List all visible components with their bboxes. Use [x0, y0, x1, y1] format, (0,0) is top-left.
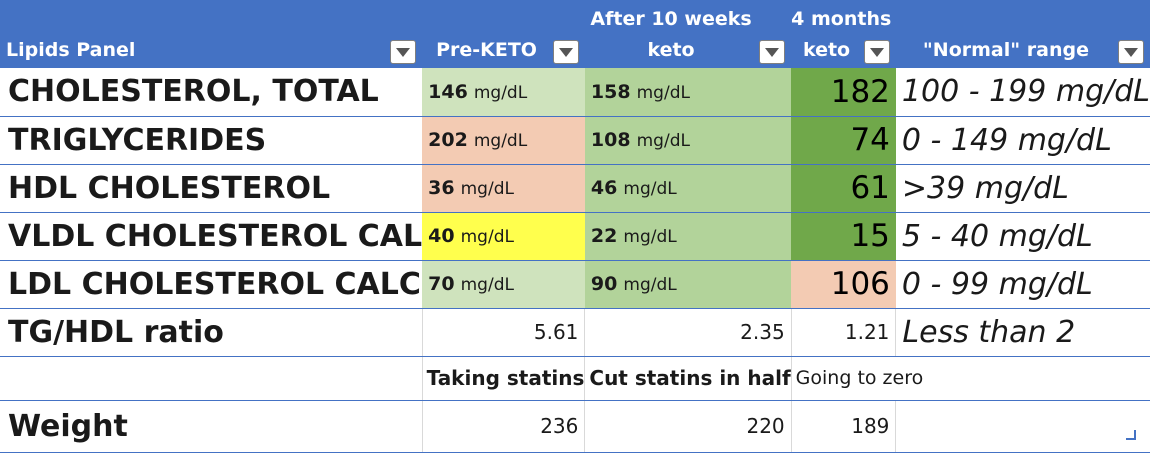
cell-after-10-weeks[interactable]: 108 mg/dL [584, 116, 792, 165]
header-label: "Normal" range [922, 39, 1089, 61]
cell-pre-keto[interactable]: 146 mg/dL [422, 68, 585, 117]
value: 202 [428, 129, 468, 151]
value: 22 [590, 225, 618, 247]
unit: mg/dL [473, 131, 528, 151]
chevron-down-icon [765, 48, 780, 57]
cell-normal-range[interactable] [895, 400, 1150, 453]
cell-4-months[interactable]: 61 [791, 164, 896, 213]
cell-normal-range[interactable]: 0 - 99 mg/dL [895, 260, 1150, 309]
row-name[interactable]: CHOLESTEROL, TOTAL [0, 68, 423, 117]
header-label-line1: 4 months [791, 8, 892, 30]
row-name[interactable]: VLDL CHOLESTEROL CAL [0, 212, 423, 261]
chevron-down-icon [558, 48, 573, 57]
unit: mg/dL [473, 82, 528, 103]
cell-after-10-weeks[interactable]: 22 mg/dL [584, 212, 792, 261]
header-label: Lipids Panel [6, 39, 136, 61]
filter-dropdown-button[interactable] [390, 40, 417, 64]
header-row: Lipids Panel Pre-KETO After 10 weeks keto… [0, 0, 1150, 68]
header-4-months: 4 months keto [791, 0, 896, 68]
header-label-line2: keto [802, 39, 851, 61]
value: 46 [590, 177, 618, 199]
cell-4-months[interactable]: 74 [791, 116, 896, 165]
value: 90 [590, 273, 618, 295]
cell-after-10-weeks[interactable]: 220 [584, 400, 792, 453]
cell-pre-keto[interactable]: 70 mg/dL [422, 260, 585, 309]
header-pre-keto: Pre-KETO [422, 0, 585, 68]
header-label-line2: keto [647, 39, 695, 61]
unit: mg/dL [460, 227, 514, 247]
chevron-down-icon [1124, 48, 1138, 57]
value: 40 [428, 225, 455, 247]
cell-pre-keto[interactable]: 36 mg/dL [422, 164, 585, 213]
cell-4-months[interactable]: 182 [791, 68, 896, 117]
header-after-10-weeks: After 10 weeks keto [584, 0, 792, 68]
cell-pre-keto[interactable]: 40 mg/dL [422, 212, 585, 261]
cell-after-10-weeks-note[interactable]: Cut statins in half [584, 356, 792, 401]
cell-after-10-weeks[interactable]: 46 mg/dL [584, 164, 792, 213]
cell-4-months[interactable]: 1.21 [791, 308, 897, 357]
value: 108 [590, 129, 631, 151]
unit: mg/dL [623, 179, 677, 199]
cell-4-months[interactable]: 106 [791, 260, 896, 309]
chevron-down-icon [869, 48, 884, 57]
cell-empty[interactable] [0, 356, 423, 401]
row-name[interactable]: LDL CHOLESTEROL CALC [0, 260, 423, 309]
table-row-weight[interactable]: Weight 236 220 189 [0, 400, 1150, 453]
unit: mg/dL [460, 179, 514, 199]
cell-4-months-note[interactable]: Going to zero [791, 356, 1150, 401]
row-name[interactable]: Weight [0, 400, 423, 453]
cell-normal-range[interactable]: Less than 2 [895, 308, 1150, 357]
header-label-line1: After 10 weeks [590, 8, 752, 30]
value: 158 [590, 80, 631, 103]
value: 36 [428, 177, 455, 199]
table-row-ratio[interactable]: TG/HDL ratio 5.61 2.35 1.21 Less than 2 [0, 308, 1150, 357]
header-normal-range: "Normal" range [895, 0, 1150, 68]
table-resize-handle[interactable] [1126, 430, 1136, 440]
filter-dropdown-button[interactable] [552, 40, 579, 64]
cell-pre-keto[interactable]: 202 mg/dL [422, 116, 585, 165]
row-name[interactable]: TRIGLYCERIDES [0, 116, 423, 165]
unit: mg/dL [636, 82, 690, 103]
cell-normal-range[interactable]: 0 - 149 mg/dL [895, 116, 1150, 165]
value: 70 [428, 273, 455, 295]
cell-pre-keto[interactable]: 236 [422, 400, 586, 453]
cell-pre-keto-note[interactable]: Taking statins [422, 356, 586, 401]
table-row[interactable]: TRIGLYCERIDES 202 mg/dL 108 mg/dL 74 0 - 149… [0, 116, 1150, 165]
table-row[interactable]: HDL CHOLESTEROL 36 mg/dL 46 mg/dL 61 >39 mg/… [0, 164, 1150, 213]
lab-rows: CHOLESTEROL, TOTAL 146 mg/dL 158 mg/dL 182 1… [0, 68, 1150, 309]
header-lipids-panel: Lipids Panel [0, 0, 423, 68]
header-label: Pre-KETO [436, 39, 537, 61]
cell-pre-keto[interactable]: 5.61 [422, 308, 586, 357]
cell-4-months[interactable]: 189 [791, 400, 897, 453]
row-name[interactable]: TG/HDL ratio [0, 308, 423, 357]
chevron-down-icon [396, 48, 411, 57]
unit: mg/dL [636, 131, 690, 151]
filter-dropdown-button[interactable] [863, 40, 890, 64]
cell-after-10-weeks[interactable]: 158 mg/dL [584, 68, 792, 117]
cell-4-months[interactable]: 15 [791, 212, 896, 261]
table-row[interactable]: LDL CHOLESTEROL CALC 70 mg/dL 90 mg/dL 106 0… [0, 260, 1150, 309]
table-row-notes[interactable]: Taking statins Cut statins in half Going… [0, 356, 1150, 401]
cell-after-10-weeks[interactable]: 90 mg/dL [584, 260, 792, 309]
filter-dropdown-button[interactable] [1118, 40, 1144, 64]
cell-normal-range[interactable]: 100 - 199 mg/dL [895, 68, 1150, 117]
unit: mg/dL [623, 275, 677, 295]
table-row[interactable]: CHOLESTEROL, TOTAL 146 mg/dL 158 mg/dL 182 1… [0, 68, 1150, 117]
cell-after-10-weeks[interactable]: 2.35 [584, 308, 792, 357]
filter-dropdown-button[interactable] [759, 40, 786, 64]
unit: mg/dL [623, 227, 677, 247]
unit: mg/dL [460, 275, 514, 295]
cell-normal-range[interactable]: 5 - 40 mg/dL [895, 212, 1150, 261]
value: 146 [428, 80, 468, 103]
cell-normal-range[interactable]: >39 mg/dL [895, 164, 1150, 213]
table-row[interactable]: VLDL CHOLESTEROL CAL 40 mg/dL 22 mg/dL 15 5 … [0, 212, 1150, 261]
row-name[interactable]: HDL CHOLESTEROL [0, 164, 423, 213]
